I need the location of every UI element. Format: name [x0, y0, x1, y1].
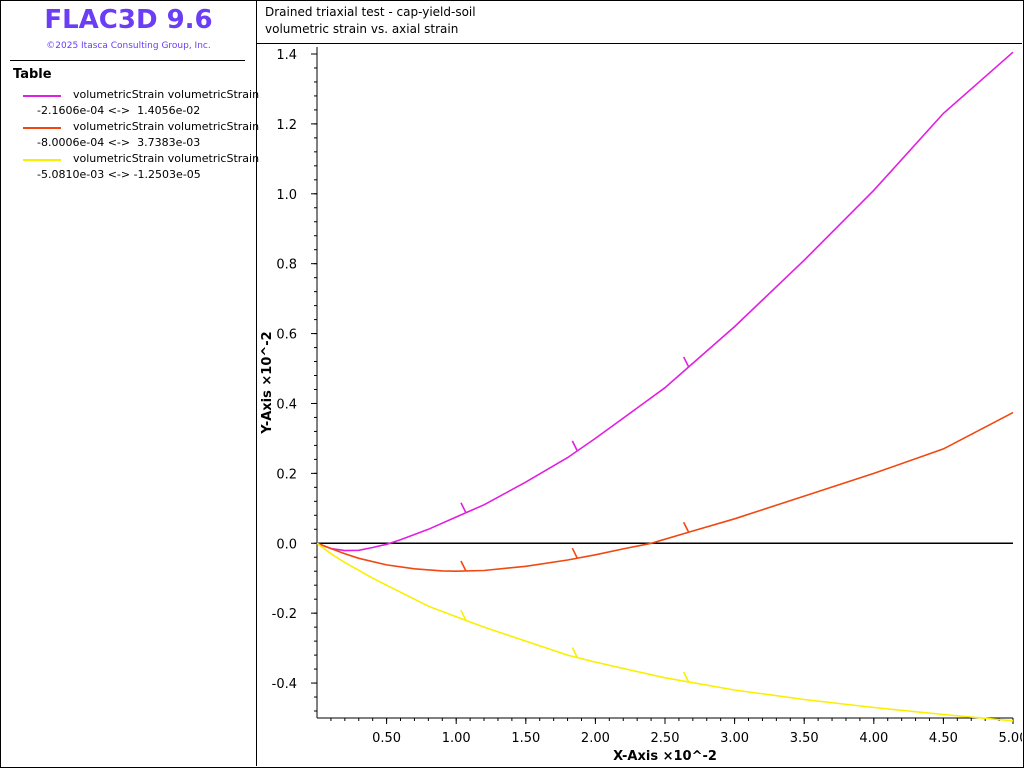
legend-swatch	[23, 159, 61, 161]
legend-label: volumetricStrain volumetricStrain	[73, 120, 260, 133]
x-tick-label: 2.50	[651, 731, 680, 746]
y-tick-label: -0.4	[272, 677, 297, 692]
x-axis-label: X-Axis ×10^-2	[613, 749, 717, 764]
series-marker	[460, 609, 467, 621]
x-tick-label: 1.00	[442, 731, 471, 746]
y-tick-label: 1.4	[276, 48, 297, 63]
series-marker	[571, 440, 579, 452]
legend-range: -8.0006e-04 <-> 3.7383e-03	[37, 136, 201, 149]
series-line	[316, 542, 1014, 722]
y-tick-label: 1.2	[276, 118, 297, 133]
x-tick-label: 2.00	[581, 731, 610, 746]
series-line	[316, 411, 1014, 573]
x-tick-label: 5.00	[999, 731, 1022, 746]
x-tick-label: 1.50	[511, 731, 540, 746]
series-marker	[682, 356, 690, 368]
x-tick-label: 3.50	[790, 731, 819, 746]
app-title: FLAC3D 9.6	[44, 5, 213, 35]
series-marker	[682, 521, 690, 533]
series-group	[316, 51, 1014, 722]
series-marker	[571, 547, 579, 559]
series-marker	[571, 647, 579, 658]
legend-range: -5.0810e-03 <-> -1.2503e-05	[37, 168, 201, 181]
series-marker	[460, 560, 467, 572]
title-divider	[10, 60, 245, 61]
legend-label: volumetricStrain volumetricStrain	[73, 152, 260, 165]
y-tick-label: 1.0	[276, 188, 297, 203]
y-tick-label: -0.2	[272, 607, 297, 622]
plot-subtitle: volumetric strain vs. axial strain	[265, 22, 459, 36]
y-tick-label: 0.4	[276, 397, 297, 412]
x-tick-label: 3.00	[720, 731, 749, 746]
chart-area[interactable]: -0.4 -0.2 0.0 0.2 0.4 0.6 0.8 1.0 1.2 1.4 0.50 1.00…	[257, 44, 1022, 766]
plot-header: Drained triaxial test - cap-yield-soil v…	[257, 1, 1022, 44]
x-tick-label: 4.00	[859, 731, 888, 746]
y-tick-label: 0.2	[276, 467, 297, 482]
series-marker	[682, 671, 690, 683]
plot-title: Drained triaxial test - cap-yield-soil	[265, 5, 476, 19]
axes: -0.4 -0.2 0.0 0.2 0.4 0.6 0.8 1.0 1.2 1.4 0.50 1.00…	[260, 47, 1022, 764]
copyright-text: ©2025 Itasca Consulting Group, Inc.	[46, 41, 211, 51]
x-tick-label: 4.50	[929, 731, 958, 746]
legend-label: volumetricStrain volumetricStrain	[73, 88, 260, 101]
legend-swatch	[23, 95, 61, 97]
series-marker	[460, 502, 467, 514]
legend-swatch	[23, 127, 61, 129]
series-line	[316, 51, 1014, 552]
legend-panel: FLAC3D 9.6 ©2025 Itasca Consulting Group…	[1, 1, 260, 766]
y-axis-label: Y-Axis ×10^-2	[260, 331, 275, 434]
legend-range: -2.1606e-04 <-> 1.4056e-02	[37, 104, 201, 117]
y-tick-label: 0.8	[276, 258, 297, 273]
x-tick-label: 0.50	[372, 731, 401, 746]
y-tick-label: 0.6	[276, 328, 297, 343]
y-tick-label: 0.0	[276, 537, 297, 552]
legend-heading: Table	[13, 67, 52, 82]
